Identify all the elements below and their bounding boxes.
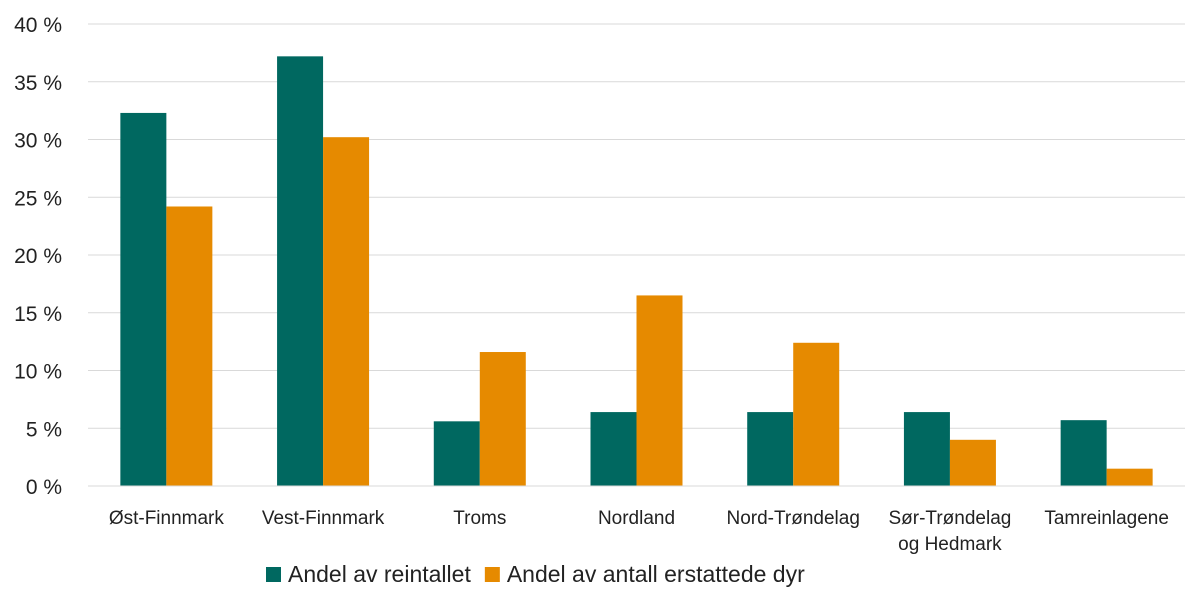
- bar-reintallet: [1060, 420, 1107, 486]
- legend-label: Andel av antall erstattede dyr: [507, 561, 805, 587]
- y-axis-tick-labels: 0 % 5 % 10 % 15 % 20 % 25 % 30 % 35 % 40 %: [14, 14, 62, 499]
- legend-label: Andel av reintallet: [288, 561, 471, 587]
- y-tick-label: 30 %: [14, 130, 62, 153]
- bar-erstattede: [1106, 468, 1153, 486]
- x-category-label: Sør-Trøndelag: [889, 508, 1012, 529]
- bar-erstattede: [793, 342, 840, 486]
- bar-erstattede: [479, 352, 526, 486]
- x-category-label: Nord-Trøndelag: [727, 508, 860, 529]
- x-category-label: Vest-Finnmark: [262, 508, 385, 529]
- x-category-label: Nordland: [598, 508, 675, 529]
- x-category-label: Troms: [453, 508, 506, 529]
- legend: Andel av reintallet Andel av antall ersta…: [266, 561, 805, 587]
- bar-reintallet: [903, 412, 950, 486]
- x-category-label: og Hedmark: [898, 534, 1002, 555]
- bar-reintallet: [747, 412, 794, 486]
- bar-erstattede: [166, 206, 213, 487]
- bar-reintallet: [277, 56, 324, 487]
- y-tick-label: 40 %: [14, 14, 62, 37]
- y-tick-label: 20 %: [14, 245, 62, 268]
- x-category-label: Øst-Finnmark: [109, 508, 225, 529]
- bar-reintallet: [590, 412, 637, 486]
- y-tick-label: 0 %: [26, 476, 62, 499]
- legend-swatch: [266, 567, 281, 582]
- bar-erstattede: [949, 439, 996, 486]
- x-axis-category-labels: Øst-Finnmark Vest-Finnmark Troms Nordland No…: [109, 508, 1169, 555]
- y-tick-label: 25 %: [14, 187, 62, 210]
- bar-erstattede: [323, 137, 370, 486]
- y-tick-label: 5 %: [26, 418, 62, 441]
- bars: [120, 56, 1153, 487]
- bar-reintallet: [433, 421, 480, 486]
- bar-reintallet: [120, 112, 167, 486]
- y-tick-label: 15 %: [14, 303, 62, 326]
- y-tick-label: 10 %: [14, 361, 62, 384]
- y-tick-label: 35 %: [14, 72, 62, 95]
- legend-swatch: [484, 567, 500, 582]
- x-category-label: Tamreinlagene: [1044, 508, 1169, 529]
- bar-erstattede: [636, 295, 683, 486]
